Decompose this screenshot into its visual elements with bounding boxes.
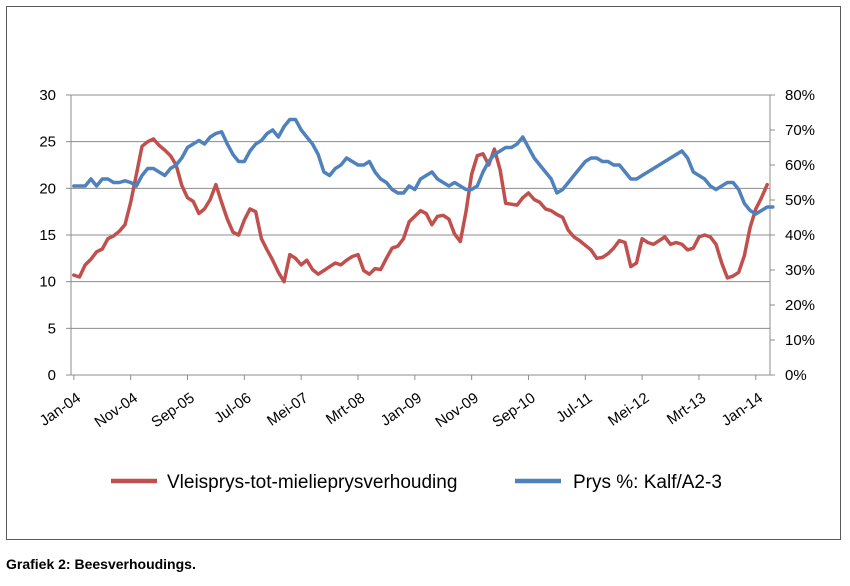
x-tick-label: Mei-12 bbox=[605, 389, 652, 429]
chart-caption: Grafiek 2: Beesverhoudings. bbox=[6, 556, 196, 572]
x-tick-label: Jul-06 bbox=[211, 389, 254, 426]
y-right-tick-label: 60% bbox=[785, 157, 815, 174]
x-tick-label: Jul-11 bbox=[553, 389, 595, 426]
y-left-tick-label: 30 bbox=[39, 87, 56, 104]
series-line-2 bbox=[72, 117, 775, 216]
y-right-tick-label: 10% bbox=[785, 332, 815, 349]
y-right-tick-label: 0% bbox=[785, 367, 807, 384]
y-right-tick-label: 20% bbox=[785, 297, 815, 314]
y-left-tick-label: 5 bbox=[48, 320, 56, 337]
y-left-tick-label: 20 bbox=[39, 180, 56, 197]
x-tick-label: Sep-05 bbox=[148, 389, 197, 431]
x-tick-label: Jan-09 bbox=[378, 389, 425, 429]
series-line-1 bbox=[72, 137, 769, 284]
x-tick-label: Mrt-13 bbox=[664, 389, 709, 428]
y-left-tick-label: 15 bbox=[39, 227, 56, 244]
legend-label-1: Vleisprys-tot-mielieprysverhouding bbox=[167, 472, 457, 493]
x-tick-label: Mei-07 bbox=[264, 389, 311, 429]
y-right-tick-label: 70% bbox=[785, 122, 815, 139]
y-right-tick-label: 40% bbox=[785, 227, 815, 244]
y-left-tick-label: 10 bbox=[39, 274, 56, 291]
x-tick-label: Jan-14 bbox=[719, 389, 766, 429]
y-left-tick-label: 25 bbox=[39, 134, 56, 151]
x-tick-label: Jan-04 bbox=[37, 389, 84, 429]
chart-svg: 0 5 10 15 20 25 30 0% 10% 20% 30% 40% 50% 60% 70% 80% Ja… bbox=[37, 87, 815, 493]
y-left-tick-label: 0 bbox=[48, 367, 56, 384]
x-tick-label: Nov-09 bbox=[432, 389, 481, 431]
x-tick-label: Nov-04 bbox=[92, 389, 141, 431]
chart-frame bbox=[6, 6, 841, 540]
y-right-tick-label: 30% bbox=[785, 262, 815, 279]
y-right-tick-label: 80% bbox=[785, 87, 815, 104]
x-tick-label: Sep-10 bbox=[489, 389, 538, 431]
legend-label-2: Prys %: Kalf/A2-3 bbox=[573, 472, 722, 493]
y-right-tick-label: 50% bbox=[785, 192, 815, 209]
x-tick-label: Mrt-08 bbox=[323, 389, 368, 428]
